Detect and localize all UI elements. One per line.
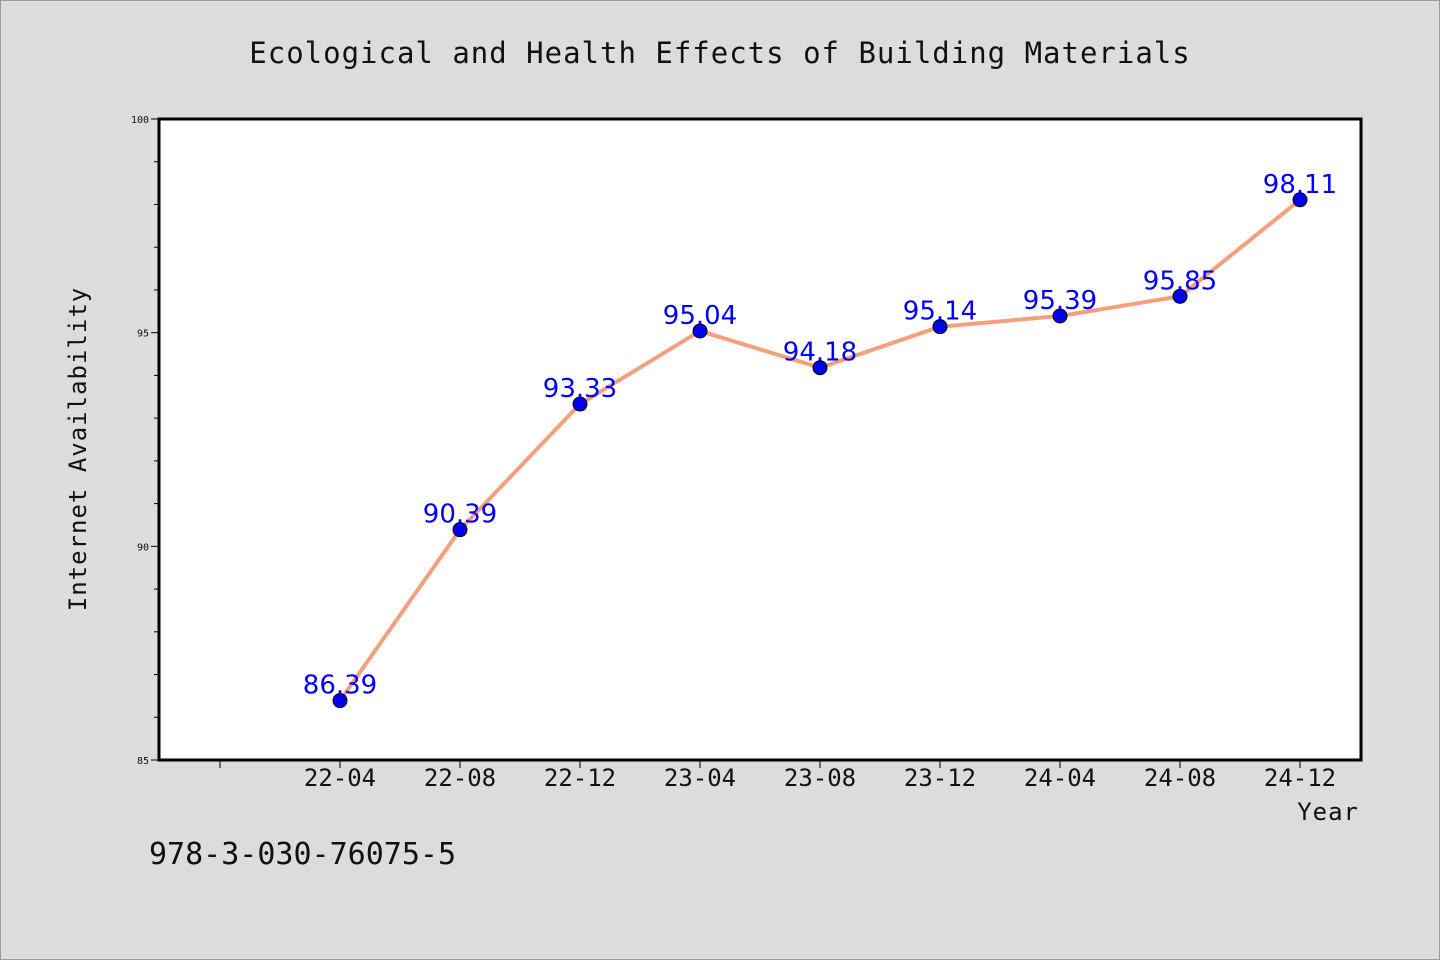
y-axis: 85 90 95 100 [131, 115, 159, 767]
x-tick-label: 23-08 [784, 764, 856, 792]
data-point [1052, 308, 1068, 324]
y-axis-label: Internet Availability [64, 287, 92, 611]
x-axis-label: Year [1297, 798, 1359, 826]
y-tick-label: 100 [131, 115, 149, 126]
data-point [1292, 192, 1308, 208]
data-label: 93.33 [543, 374, 617, 404]
x-tick-label: 24-12 [1264, 764, 1336, 792]
x-tick-label: 22-12 [544, 764, 616, 792]
plot-area [157, 117, 1363, 762]
x-tick-label: 24-08 [1144, 764, 1216, 792]
data-label: 95.14 [903, 297, 977, 327]
y-tick-label: 95 [137, 329, 149, 340]
data-label: 98.11 [1263, 170, 1337, 200]
data-labels: 86.39 90.39 93.33 95.04 94.18 95.14 95.39 95.85… [303, 170, 1337, 701]
x-tick-label: 22-04 [304, 764, 376, 792]
data-point [572, 396, 588, 412]
y-tick-label: 90 [137, 542, 149, 553]
data-point [692, 323, 708, 339]
data-label: 95.39 [1023, 286, 1097, 316]
data-point [932, 319, 948, 335]
data-point [1172, 288, 1188, 304]
x-tick-label: 23-04 [664, 764, 736, 792]
data-label: 90.39 [423, 500, 497, 530]
chart-title: Ecological and Health Effects of Buildin… [249, 36, 1190, 70]
data-label: 95.85 [1143, 266, 1217, 296]
data-label: 94.18 [783, 338, 857, 368]
data-label: 95.04 [663, 301, 737, 331]
x-tick-label: 23-12 [904, 764, 976, 792]
isbn-text: 978-3-030-76075-5 [149, 837, 456, 872]
x-tick-label: 22-08 [424, 764, 496, 792]
data-point [332, 693, 348, 709]
data-point [812, 360, 828, 376]
data-markers [332, 192, 1308, 709]
x-axis: 22-04 22-08 22-12 23-04 23-08 23-12 24-04 24-08… [219, 760, 1336, 792]
data-label: 86.39 [303, 671, 377, 701]
y-tick-label: 85 [137, 756, 149, 767]
data-point [452, 522, 468, 538]
x-tick-label: 24-04 [1024, 764, 1096, 792]
